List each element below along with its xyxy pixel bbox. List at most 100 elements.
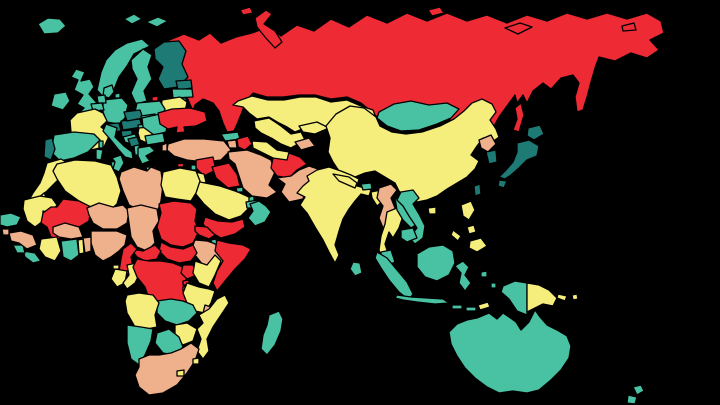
region-vietnam — [396, 189, 426, 245]
region-nz-south-island — [626, 394, 638, 405]
region-chad — [126, 204, 160, 252]
region-wrangel-is — [621, 22, 637, 32]
region-burkina-faso — [52, 222, 84, 240]
region-portugal — [43, 137, 56, 161]
region-senegal — [0, 212, 22, 228]
region-cambodia — [400, 227, 418, 243]
region-ghana — [60, 238, 80, 262]
region-oman — [247, 200, 272, 227]
region-png — [526, 282, 558, 313]
region-azerbaijan — [236, 135, 253, 151]
region-sardinia — [95, 148, 104, 161]
region-libya — [118, 166, 164, 214]
region-bhutan — [360, 182, 373, 191]
region-lesser-sunda-west — [451, 304, 463, 310]
region-eq-guinea — [112, 264, 120, 270]
region-eswatini — [192, 357, 200, 365]
region-zambia — [156, 298, 198, 326]
region-papua-west — [500, 280, 528, 316]
region-niger — [86, 202, 130, 230]
region-car — [130, 244, 162, 262]
region-timor — [477, 301, 491, 311]
region-philippines-palawan — [450, 229, 462, 242]
region-sweden — [130, 48, 153, 105]
region-lesotho — [176, 369, 185, 377]
region-solomon-is — [571, 293, 579, 301]
region-mongolia — [376, 100, 460, 132]
region-somalia — [212, 239, 252, 292]
region-japan-honshu — [498, 139, 540, 180]
region-eritrea — [194, 225, 216, 240]
region-mozambique — [196, 294, 230, 360]
region-moluccas-south — [490, 282, 497, 289]
region-corsica — [98, 140, 104, 149]
region-ireland — [50, 91, 71, 111]
region-borneo — [416, 244, 456, 282]
region-iraq — [211, 162, 241, 189]
region-tajikistan — [294, 137, 316, 151]
region-kaliningrad — [151, 95, 159, 102]
region-netherlands — [96, 94, 107, 104]
region-lebanon — [190, 164, 197, 171]
region-nigeria — [90, 230, 128, 262]
region-denmark-isl — [114, 92, 121, 99]
region-madagascar — [260, 310, 284, 356]
region-ivory-coast — [38, 236, 62, 262]
region-sri-lanka — [349, 261, 363, 277]
region-iceland — [37, 17, 67, 35]
region-franz-josef — [239, 6, 254, 16]
region-taiwan — [473, 183, 482, 197]
region-iran — [227, 149, 278, 199]
region-namibia — [126, 324, 154, 366]
region-kenya — [192, 254, 222, 288]
region-severnaya-zemlya — [427, 6, 445, 17]
region-svalbard-west — [123, 13, 143, 25]
region-north-korea — [478, 134, 497, 153]
region-greece — [137, 145, 156, 165]
region-ukraine — [157, 107, 208, 134]
region-australia — [448, 309, 572, 394]
region-kyrgyzstan — [298, 121, 330, 135]
region-moluccas-north — [480, 270, 488, 278]
region-japan-kyushu — [497, 179, 508, 189]
region-angola — [124, 292, 160, 330]
region-philippines-luzon — [460, 200, 476, 221]
region-sulawesi — [454, 260, 472, 292]
region-sierra-leone — [12, 244, 26, 254]
region-sakhalin — [512, 102, 525, 133]
region-nz-north-island — [632, 384, 645, 396]
region-cyprus — [176, 162, 185, 168]
region-lesser-sunda-east — [465, 306, 477, 312]
region-south-africa — [134, 342, 200, 396]
region-new-siberian-is — [504, 22, 533, 35]
region-sudan — [156, 200, 200, 248]
region-uganda — [180, 264, 198, 280]
region-india — [296, 166, 372, 264]
region-kuwait — [235, 186, 244, 193]
region-hainan — [427, 206, 437, 215]
region-egypt — [160, 167, 201, 202]
region-novaya-zemlya — [254, 9, 283, 49]
region-mauritania — [22, 195, 58, 228]
region-south-korea — [485, 149, 498, 165]
region-philippines-mindanao — [468, 237, 488, 253]
region-italy — [102, 123, 134, 160]
region-turkey — [166, 138, 232, 163]
region-south-sudan — [158, 241, 198, 264]
region-bulgaria — [144, 132, 166, 146]
region-java — [394, 294, 450, 305]
region-latvia — [171, 88, 194, 99]
region-svalbard-east — [145, 16, 169, 28]
region-turkmenistan — [251, 140, 290, 161]
region-benin — [82, 236, 92, 254]
region-liberia — [22, 250, 42, 264]
region-tunisia — [111, 154, 125, 173]
region-new-britain — [556, 293, 568, 302]
region-guinea-bissau — [1, 228, 10, 236]
region-nepal — [332, 173, 358, 189]
region-estonia — [175, 79, 193, 91]
region-turkey-thrace — [161, 142, 168, 152]
region-japan-hokkaido — [526, 124, 545, 141]
